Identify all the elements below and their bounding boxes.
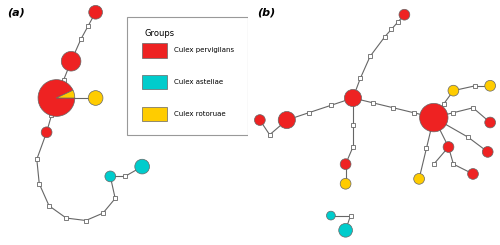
Bar [142,107,167,121]
Circle shape [135,159,150,174]
Text: Culex pervigilans: Culex pervigilans [174,47,234,53]
Circle shape [399,9,410,20]
Text: (b): (b) [258,7,276,17]
Circle shape [414,173,424,184]
Circle shape [482,147,493,157]
Circle shape [448,85,459,96]
Circle shape [41,127,52,138]
Circle shape [88,5,102,19]
Bar [142,75,167,89]
Circle shape [88,91,103,105]
Circle shape [344,89,362,107]
Circle shape [340,178,351,189]
Circle shape [485,80,496,91]
Circle shape [468,169,478,179]
Text: Groups: Groups [144,29,174,38]
Circle shape [485,117,496,128]
Circle shape [254,115,265,125]
Wedge shape [38,80,75,116]
FancyBboxPatch shape [128,17,248,135]
Circle shape [62,51,81,71]
Circle shape [278,111,295,129]
Text: Culex asteliae: Culex asteliae [174,79,223,85]
Circle shape [105,171,116,182]
Circle shape [420,103,448,132]
Wedge shape [56,90,75,98]
Circle shape [340,159,351,170]
Bar [142,43,167,58]
Text: (a): (a) [8,7,25,17]
Circle shape [443,142,454,152]
Text: Culex rotoruae: Culex rotoruae [174,111,226,117]
Circle shape [326,211,336,220]
Circle shape [338,223,352,237]
